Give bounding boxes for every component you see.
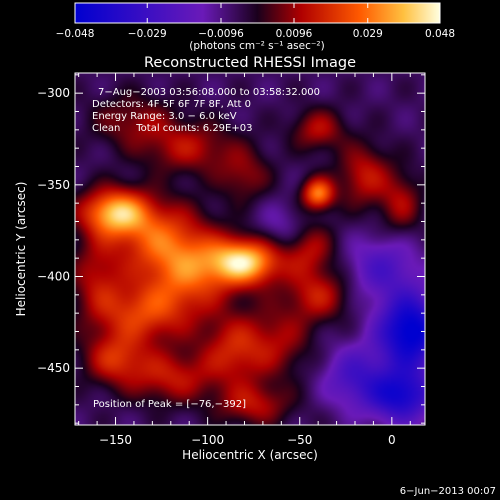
colorbar-tick-label: −0.0096 [198,28,244,40]
colorbar-tick-labels: −0.048 −0.029 −0.0096 0.0096 0.029 0.048 [56,28,455,40]
annotation-detectors: Detectors: 4F 5F 6F 7F 8F, Att 0 [92,99,251,110]
x-tick-label: −100 [191,433,224,447]
colorbar-ticks [74,3,441,23]
annotation-peak-position: Position of Peak = [−76,−392] [93,399,246,410]
y-tick-label: −350 [37,178,70,192]
annotation-time-range: 7−Aug−2003 03:56:08.000 to 03:58:32.000 [98,87,320,98]
x-tick-labels: −150 −100 −50 0 [99,433,396,447]
plot-frame [74,72,426,426]
x-tick-label: −50 [287,433,312,447]
axis-ticks [75,73,425,425]
y-tick-label: −400 [37,270,70,284]
colorbar-tick-label: 0.048 [425,28,455,40]
annotation-total-counts: Clean Total counts: 6.29E+03 [92,123,252,134]
x-axis-label: Heliocentric X (arcsec) [182,448,318,462]
x-tick-label: −150 [99,433,132,447]
y-tick-label: −450 [37,361,70,375]
heatmap-image [75,73,425,425]
colorbar-tick-label: −0.029 [128,28,167,40]
colorbar-tick-label: 0.0096 [276,28,313,40]
colorbar-tick-label: −0.048 [56,28,95,40]
x-tick-label: 0 [388,433,396,447]
footer-date: 6−Jun−2013 00:07 [400,486,496,497]
y-tick-labels: −300 −350 −400 −450 [37,86,70,375]
colorbar-tick-label: 0.029 [353,28,383,40]
annotation-energy-range: Energy Range: 3.0 − 6.0 keV [92,111,237,122]
colorbar-unit-label: (photons cm⁻² s⁻¹ asec⁻²) [189,40,324,52]
chart-title: Reconstructed RHESSI Image [144,55,356,71]
y-axis-label: Heliocentric Y (arcsec) [14,182,28,317]
y-tick-label: −300 [37,86,70,100]
colorbar [74,2,441,24]
